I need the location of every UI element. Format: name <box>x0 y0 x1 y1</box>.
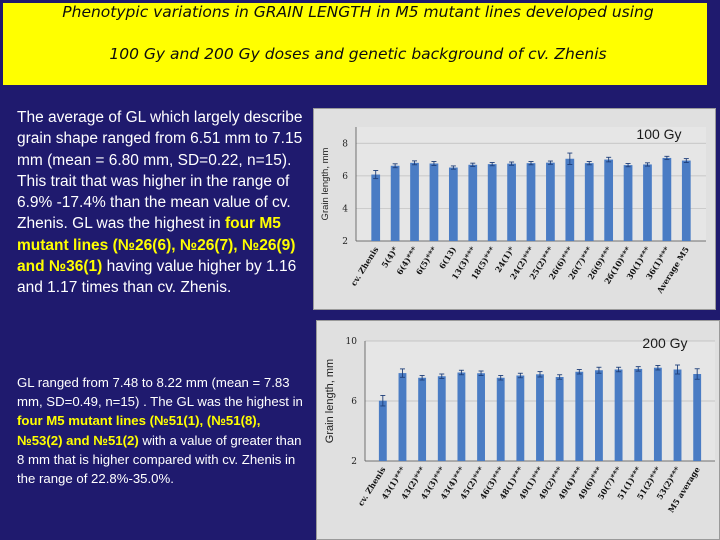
bar <box>575 371 584 461</box>
bar <box>634 368 643 461</box>
description-200gy-tail: with a value of greater than 8 mm that i… <box>17 432 302 487</box>
y-tick-label: 10 <box>346 337 358 347</box>
bar <box>496 377 505 461</box>
bar <box>418 377 427 461</box>
bar <box>604 159 614 241</box>
title-line-1: Phenotypic variations in GRAIN LENGTH in… <box>62 3 654 21</box>
bar <box>614 369 623 461</box>
bar <box>584 163 594 241</box>
bar <box>662 157 672 241</box>
description-200gy-text: GL ranged from 7.48 to 8.22 mm (mean = 7… <box>17 375 303 410</box>
bar <box>693 374 702 461</box>
bar <box>546 162 555 241</box>
description-100gy-text: The average of GL which largely describe… <box>17 109 303 233</box>
bar <box>681 160 691 241</box>
y-axis-label: Grain length, mm <box>320 147 331 220</box>
y-tick-label: 4 <box>342 204 348 214</box>
y-tick-label: 2 <box>351 457 357 467</box>
title-line-2: 100 Gy and 200 Gy doses and genetic back… <box>109 45 607 63</box>
x-tick-label: cv. Zhenis <box>356 464 388 507</box>
bar <box>623 165 633 241</box>
bar <box>526 163 536 241</box>
x-tick-label: cv. Zhenis <box>348 244 380 287</box>
description-100gy-tail: having value higher by 1.16 and 1.17 tim… <box>17 258 297 297</box>
title-banner: Phenotypic variations in GRAIN LENGTH in… <box>0 0 710 88</box>
description-200gy-lines: four M5 mutant lines (№51(1), (№51(8), №… <box>17 413 261 448</box>
bar <box>429 163 439 241</box>
y-tick-label: 6 <box>342 172 348 182</box>
bar <box>516 375 525 461</box>
bar <box>378 400 387 461</box>
bar <box>643 164 652 241</box>
chart-title: 100 Gy <box>636 126 681 142</box>
description-100gy-lines: (№26(6), №26(7), №26(9) and №36(1) <box>17 236 296 276</box>
description-100gy-highlight: four M5 mutant lines <box>17 215 281 254</box>
bar <box>390 165 400 241</box>
bar <box>448 167 458 241</box>
bar <box>536 374 544 461</box>
bar <box>487 164 497 241</box>
y-tick-label: 2 <box>342 237 348 247</box>
chart-200gy: 2 6 10 Grain length, mm 200 Gy cv. Zhenis 43(1… <box>316 320 720 540</box>
y-tick-label: 6 <box>351 397 357 407</box>
bar <box>673 369 682 461</box>
bar <box>398 373 407 461</box>
description-100gy: The average of GL which largely describe… <box>17 107 307 299</box>
bar <box>595 370 603 461</box>
bar <box>653 367 662 461</box>
chart-100gy: 2 4 6 8 Grain length, mm 100 Gy cv. Zhenis 5(4)… <box>313 108 716 310</box>
bar <box>555 377 564 461</box>
y-tick-label: 8 <box>342 139 348 149</box>
chart-title: 200 Gy <box>642 335 687 351</box>
description-200gy: GL ranged from 7.48 to 8.22 mm (mean = 7… <box>17 373 307 488</box>
bar <box>371 174 381 241</box>
bar <box>457 372 466 461</box>
bar <box>468 164 478 241</box>
bar <box>477 373 485 461</box>
y-axis-label: Grain length, mm <box>324 359 336 443</box>
bar <box>507 163 516 241</box>
bar <box>565 158 575 241</box>
bar <box>437 376 446 461</box>
bar <box>410 162 419 241</box>
